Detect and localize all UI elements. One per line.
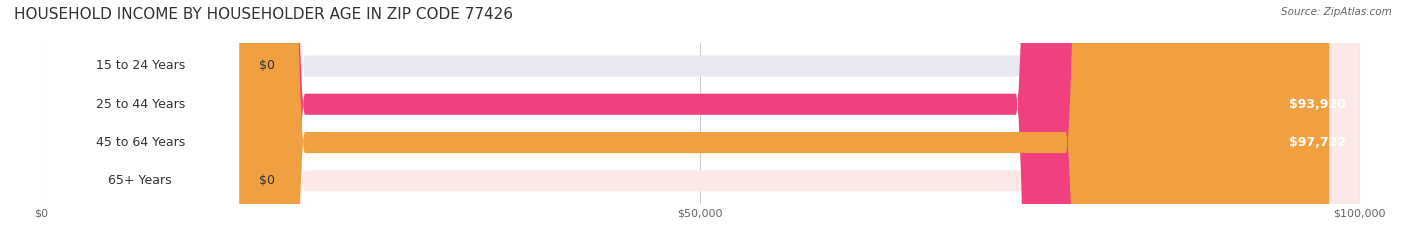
FancyBboxPatch shape — [41, 0, 239, 233]
FancyBboxPatch shape — [41, 0, 1279, 233]
FancyBboxPatch shape — [41, 0, 1360, 233]
Text: $0: $0 — [259, 59, 274, 72]
Text: $93,920: $93,920 — [1289, 98, 1346, 111]
Text: Source: ZipAtlas.com: Source: ZipAtlas.com — [1281, 7, 1392, 17]
FancyBboxPatch shape — [41, 0, 1360, 233]
FancyBboxPatch shape — [41, 0, 239, 233]
Text: $97,722: $97,722 — [1289, 136, 1346, 149]
FancyBboxPatch shape — [41, 0, 1360, 233]
Text: 15 to 24 Years: 15 to 24 Years — [96, 59, 184, 72]
Text: HOUSEHOLD INCOME BY HOUSEHOLDER AGE IN ZIP CODE 77426: HOUSEHOLD INCOME BY HOUSEHOLDER AGE IN Z… — [14, 7, 513, 22]
Text: $0: $0 — [259, 174, 274, 187]
FancyBboxPatch shape — [41, 0, 1360, 233]
Text: 65+ Years: 65+ Years — [108, 174, 172, 187]
FancyBboxPatch shape — [41, 0, 239, 233]
Text: 45 to 64 Years: 45 to 64 Years — [96, 136, 184, 149]
FancyBboxPatch shape — [41, 0, 1329, 233]
Text: 25 to 44 Years: 25 to 44 Years — [96, 98, 184, 111]
FancyBboxPatch shape — [41, 0, 239, 233]
